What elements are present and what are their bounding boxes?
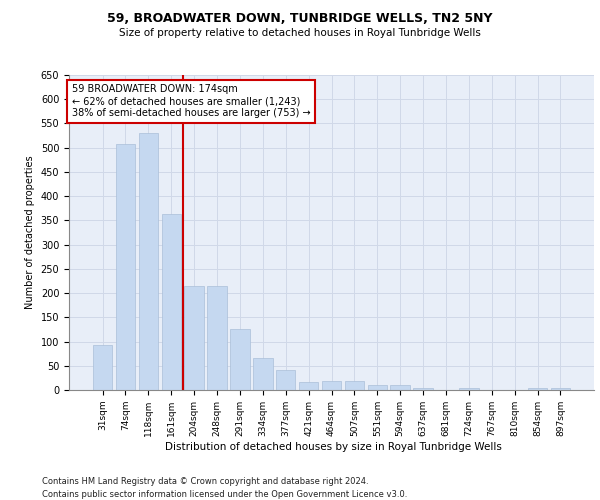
- Bar: [299, 382, 319, 390]
- Bar: [551, 388, 570, 390]
- Bar: [253, 358, 272, 390]
- Bar: [184, 286, 204, 390]
- Bar: [413, 388, 433, 390]
- Bar: [208, 286, 227, 390]
- Y-axis label: Number of detached properties: Number of detached properties: [25, 156, 35, 310]
- Bar: [93, 346, 112, 390]
- Bar: [276, 370, 295, 390]
- Text: 59, BROADWATER DOWN, TUNBRIDGE WELLS, TN2 5NY: 59, BROADWATER DOWN, TUNBRIDGE WELLS, TN…: [107, 12, 493, 26]
- Text: Contains public sector information licensed under the Open Government Licence v3: Contains public sector information licen…: [42, 490, 407, 499]
- Bar: [368, 385, 387, 390]
- Bar: [344, 382, 364, 390]
- Text: 59 BROADWATER DOWN: 174sqm
← 62% of detached houses are smaller (1,243)
38% of s: 59 BROADWATER DOWN: 174sqm ← 62% of deta…: [71, 84, 310, 117]
- Bar: [322, 382, 341, 390]
- Bar: [230, 330, 250, 390]
- Bar: [528, 388, 547, 390]
- Bar: [459, 388, 479, 390]
- Bar: [139, 133, 158, 390]
- Text: Size of property relative to detached houses in Royal Tunbridge Wells: Size of property relative to detached ho…: [119, 28, 481, 38]
- Bar: [391, 385, 410, 390]
- Text: Distribution of detached houses by size in Royal Tunbridge Wells: Distribution of detached houses by size …: [164, 442, 502, 452]
- Bar: [116, 144, 135, 390]
- Bar: [161, 214, 181, 390]
- Text: Contains HM Land Registry data © Crown copyright and database right 2024.: Contains HM Land Registry data © Crown c…: [42, 478, 368, 486]
